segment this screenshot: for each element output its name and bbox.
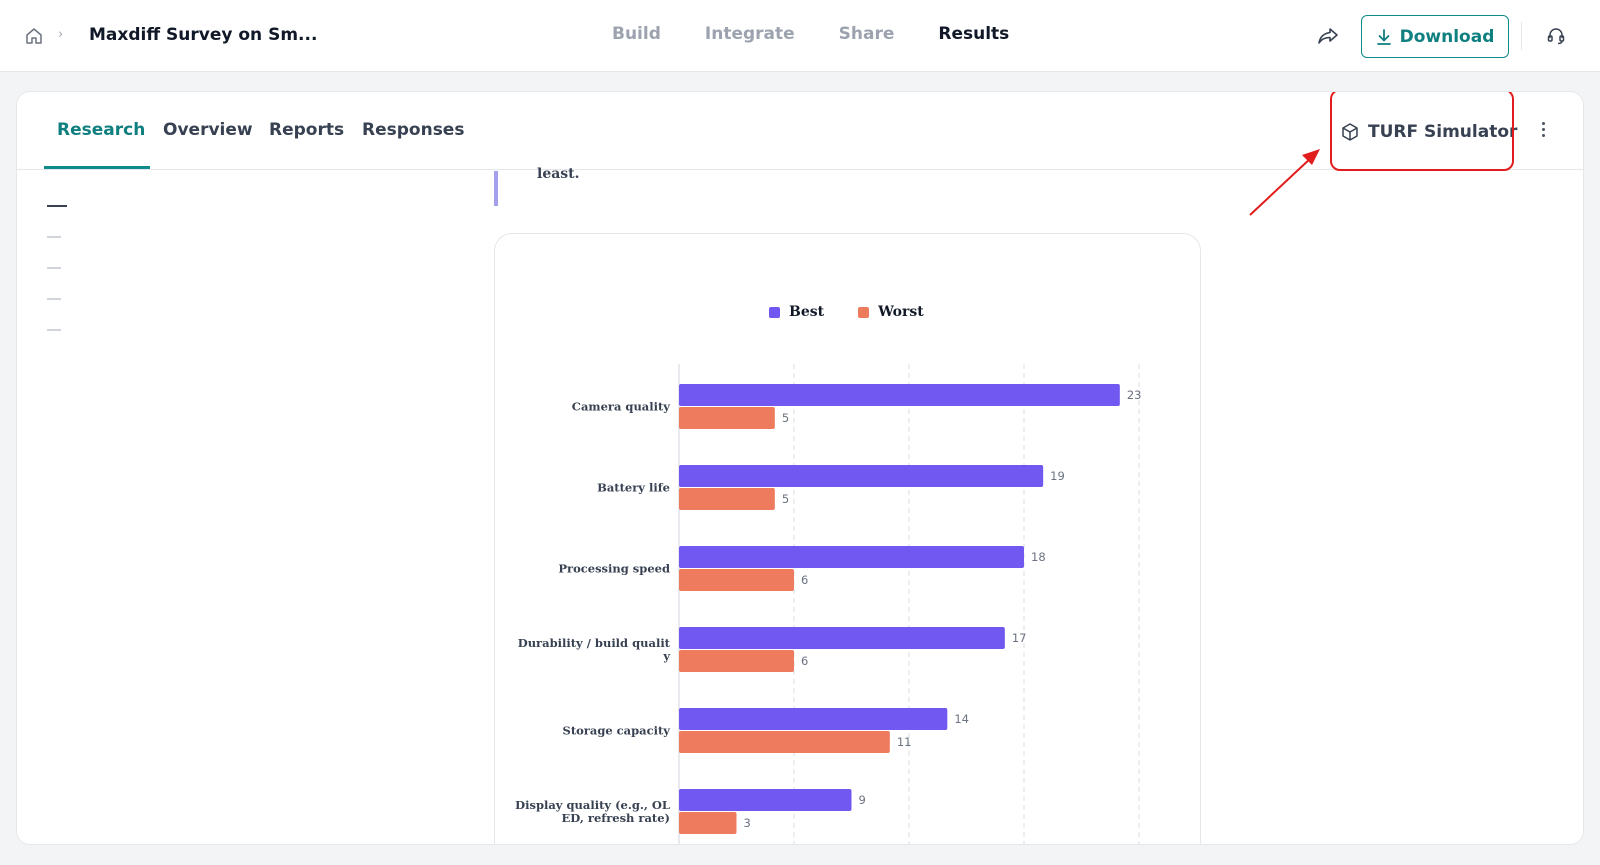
data-label: 6: [801, 573, 808, 587]
data-label: 6: [801, 654, 808, 668]
active-tab-indicator: [44, 166, 150, 169]
legend-swatch-worst: [858, 306, 870, 318]
category-label: Processing speed: [558, 562, 670, 576]
annotation-highlight-box: [1330, 92, 1514, 171]
bar-worst: [679, 407, 775, 429]
main-nav: Build Integrate Share Results: [612, 24, 1009, 44]
data-label: 11: [897, 735, 912, 749]
legend-label-worst: Worst: [878, 304, 924, 320]
bar-best: [679, 789, 852, 811]
top-bar: › Maxdiff Survey on Sm... Build Integrat…: [0, 0, 1600, 72]
nav-tab-results[interactable]: Results: [938, 24, 1010, 44]
bar-best: [679, 708, 948, 730]
question-accent-bar: [494, 171, 498, 206]
bar-worst: [679, 812, 737, 834]
toc-item[interactable]: [47, 329, 61, 331]
headset-icon[interactable]: [1546, 26, 1566, 46]
data-label: 18: [1031, 550, 1046, 564]
tab-research[interactable]: Research: [57, 120, 146, 140]
data-label: 9: [859, 793, 866, 807]
toc-item[interactable]: [47, 267, 61, 269]
category-label: ED, refresh rate): [562, 811, 670, 825]
toc-item[interactable]: [47, 298, 61, 300]
section-navigator: [47, 205, 67, 360]
legend-swatch-best: [769, 306, 780, 318]
share-icon[interactable]: [1316, 26, 1340, 46]
category-label: Camera quality: [572, 400, 671, 414]
legend-item-best[interactable]: Best: [769, 304, 824, 320]
bar-worst: [679, 488, 775, 510]
survey-title[interactable]: Maxdiff Survey on Sm...: [89, 25, 318, 45]
category-label: y: [662, 649, 670, 663]
data-label: 23: [1127, 388, 1142, 402]
bar-worst: [679, 731, 890, 753]
divider: [1521, 22, 1522, 50]
home-icon[interactable]: [24, 26, 44, 46]
breadcrumb-separator: ›: [58, 27, 64, 42]
bar-worst: [679, 650, 794, 672]
category-label: Display quality (e.g., OL: [515, 798, 670, 812]
download-button[interactable]: Download: [1361, 15, 1509, 58]
bar-best: [679, 465, 1044, 487]
question-text: least.: [537, 166, 580, 182]
data-label: 17: [1012, 631, 1027, 645]
data-label: 19: [1050, 469, 1065, 483]
download-icon: [1376, 28, 1391, 45]
cube-icon: [1342, 123, 1358, 141]
turf-simulator-button[interactable]: TURF Simulator: [1340, 117, 1517, 147]
legend-label-best: Best: [789, 304, 825, 320]
data-label: 14: [954, 712, 969, 726]
turf-simulator-label: TURF Simulator: [1368, 122, 1518, 142]
bar-chart: 23 5 Camera quality 19 5 Battery life 18 6 Proce…: [515, 364, 1142, 844]
category-label: Durability / build qualit: [518, 636, 671, 650]
bar-best: [679, 384, 1120, 406]
more-options-icon[interactable]: [1537, 120, 1549, 142]
toc-item[interactable]: [47, 205, 67, 207]
chart-legend: Best Worst: [769, 304, 924, 320]
bar-best: [679, 546, 1024, 568]
tab-overview[interactable]: Overview: [163, 120, 253, 140]
results-tabs: Research Overview Reports Responses TURF…: [17, 92, 1583, 170]
category-label: Battery life: [597, 481, 670, 495]
data-label: 3: [744, 816, 751, 830]
toc-item[interactable]: [47, 236, 61, 238]
maxdiff-chart-card: Best Worst 23 5 Camera quality 19 5 Battery l…: [494, 233, 1201, 844]
tab-reports[interactable]: Reports: [269, 120, 345, 140]
data-label: 5: [782, 492, 789, 506]
legend-item-worst[interactable]: Worst: [858, 304, 924, 320]
tab-responses[interactable]: Responses: [362, 120, 465, 140]
nav-tab-build[interactable]: Build: [612, 24, 661, 44]
category-label: Storage capacity: [563, 724, 671, 738]
bar-best: [679, 627, 1005, 649]
results-panel: Research Overview Reports Responses TURF…: [16, 91, 1584, 845]
download-label: Download: [1399, 26, 1495, 47]
nav-tab-integrate[interactable]: Integrate: [704, 24, 795, 44]
data-label: 5: [782, 411, 789, 425]
nav-tab-share[interactable]: Share: [838, 24, 895, 44]
bar-worst: [679, 569, 794, 591]
